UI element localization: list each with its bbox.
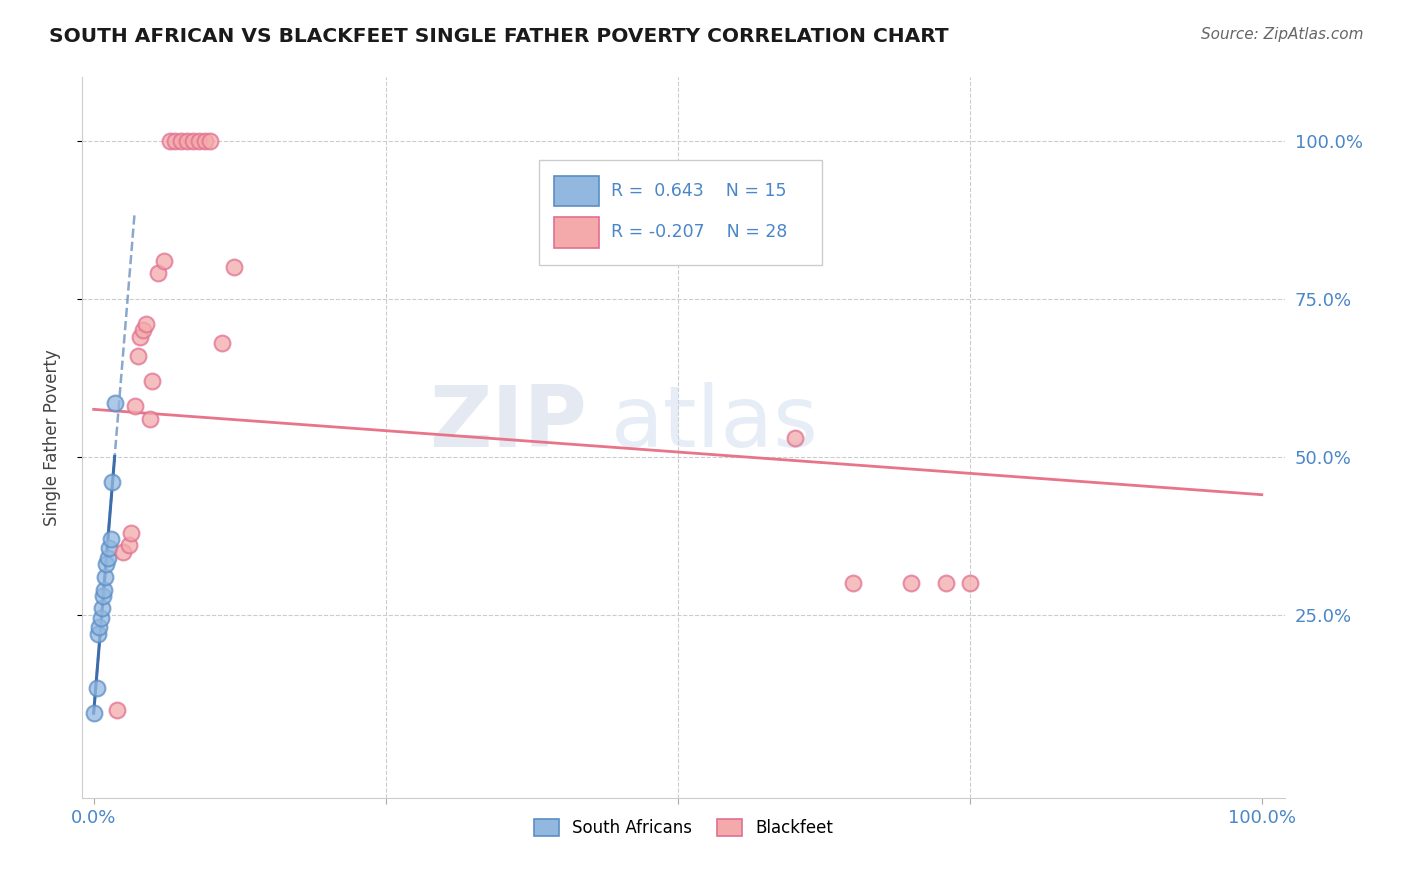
Point: [97, 550, 120, 565]
Point: [138, 412, 160, 426]
Point: [194, 134, 217, 148]
Point: [83, 706, 105, 720]
Point: [141, 374, 163, 388]
Text: ZIP: ZIP: [430, 382, 588, 465]
Point: [104, 396, 127, 410]
Point: [131, 323, 153, 337]
Text: SOUTH AFRICAN VS BLACKFEET SINGLE FATHER POVERTY CORRELATION CHART: SOUTH AFRICAN VS BLACKFEET SINGLE FATHER…: [49, 27, 949, 45]
Point: [222, 260, 245, 274]
Point: [159, 134, 181, 148]
Point: [127, 349, 149, 363]
Point: [900, 576, 922, 591]
Point: [165, 134, 187, 148]
Point: [94, 570, 117, 584]
Point: [935, 576, 957, 591]
FancyBboxPatch shape: [538, 161, 823, 265]
Point: [200, 134, 222, 148]
Point: [211, 335, 233, 350]
Point: [135, 317, 157, 331]
Point: [86, 681, 108, 695]
Point: [101, 475, 124, 489]
Point: [124, 399, 146, 413]
Point: [187, 134, 209, 148]
FancyBboxPatch shape: [554, 177, 599, 206]
Point: [90, 601, 112, 615]
Point: [181, 134, 204, 148]
Point: [91, 589, 114, 603]
Point: [87, 627, 110, 641]
Point: [90, 611, 112, 625]
Point: [129, 329, 152, 343]
Point: [100, 532, 122, 546]
Point: [96, 558, 118, 572]
Text: R =  0.643    N = 15: R = 0.643 N = 15: [612, 182, 787, 201]
Point: [118, 538, 141, 552]
Point: [120, 525, 142, 540]
Point: [783, 431, 806, 445]
Point: [152, 253, 174, 268]
Point: [170, 134, 193, 148]
Legend: South Africans, Blackfeet: South Africans, Blackfeet: [527, 813, 839, 844]
Point: [111, 544, 134, 558]
Point: [959, 576, 981, 591]
Point: [93, 582, 115, 597]
Text: Source: ZipAtlas.com: Source: ZipAtlas.com: [1201, 27, 1364, 42]
Text: R = -0.207    N = 28: R = -0.207 N = 28: [612, 223, 787, 242]
Point: [89, 620, 111, 634]
Point: [97, 541, 120, 556]
FancyBboxPatch shape: [554, 218, 599, 247]
Point: [146, 267, 169, 281]
Point: [105, 703, 128, 717]
Point: [842, 576, 865, 591]
Text: atlas: atlas: [612, 382, 820, 465]
Y-axis label: Single Father Poverty: Single Father Poverty: [44, 350, 60, 526]
Point: [176, 134, 198, 148]
